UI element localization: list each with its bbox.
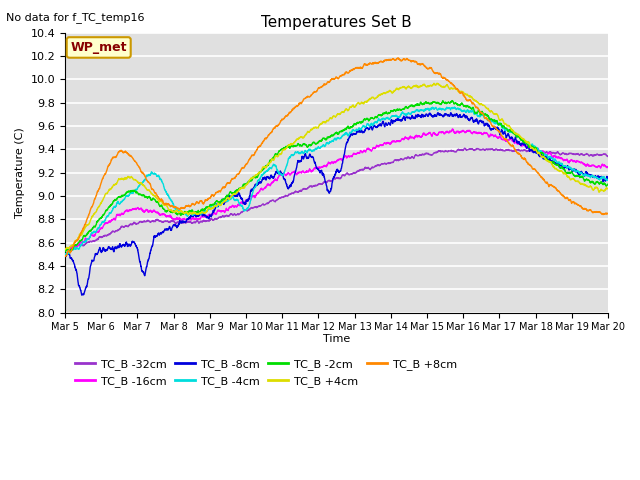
Line: TC_B -4cm: TC_B -4cm <box>65 107 608 255</box>
TC_B +4cm <box>269 156 277 162</box>
TC_B +8cm <box>124 150 131 156</box>
TC_B +4cm <box>293 136 301 142</box>
TC_B +8cm <box>293 103 301 109</box>
TC_B -16cm <box>604 164 612 170</box>
TC_B +8cm <box>61 253 69 259</box>
TC_B -32cm <box>461 145 468 151</box>
Line: TC_B -8cm: TC_B -8cm <box>65 113 608 295</box>
TC_B -2cm <box>604 181 612 187</box>
Line: TC_B +8cm: TC_B +8cm <box>65 58 608 256</box>
TC_B -32cm <box>594 152 602 157</box>
TC_B -8cm <box>594 173 602 179</box>
TC_B -2cm <box>124 190 131 195</box>
TC_B -8cm <box>269 175 277 180</box>
TC_B -2cm <box>269 155 277 160</box>
TC_B -2cm <box>156 203 163 208</box>
TC_B -4cm <box>604 177 612 182</box>
TC_B -8cm <box>604 175 612 180</box>
TC_B +4cm <box>156 199 163 204</box>
TC_B -2cm <box>536 150 543 156</box>
TC_B -16cm <box>124 207 131 213</box>
TC_B -8cm <box>124 241 131 247</box>
TC_B +4cm <box>594 185 602 191</box>
TC_B +8cm <box>61 253 69 259</box>
TC_B -32cm <box>269 197 277 203</box>
TC_B -8cm <box>78 292 86 298</box>
TC_B -8cm <box>293 162 301 168</box>
Text: No data for f_TC_temp16: No data for f_TC_temp16 <box>6 12 145 23</box>
TC_B -4cm <box>451 104 458 110</box>
TC_B -2cm <box>449 98 456 104</box>
TC_B -32cm <box>293 189 301 195</box>
TC_B -4cm <box>536 148 543 154</box>
TC_B -4cm <box>124 193 131 199</box>
TC_B -4cm <box>594 176 602 181</box>
TC_B -2cm <box>65 249 73 255</box>
TC_B -2cm <box>594 179 602 185</box>
TC_B -4cm <box>293 150 301 156</box>
TC_B -32cm <box>536 150 543 156</box>
TC_B +4cm <box>123 176 131 181</box>
Title: Temperatures Set B: Temperatures Set B <box>261 15 412 30</box>
TC_B +8cm <box>394 55 402 61</box>
TC_B -16cm <box>269 179 277 185</box>
Line: TC_B +4cm: TC_B +4cm <box>65 84 608 250</box>
TC_B -4cm <box>63 252 70 258</box>
TC_B -8cm <box>536 154 543 159</box>
TC_B -16cm <box>156 212 163 217</box>
TC_B -8cm <box>447 110 454 116</box>
TC_B -16cm <box>293 171 301 177</box>
TC_B +8cm <box>269 126 277 132</box>
TC_B -8cm <box>156 232 163 238</box>
TC_B +4cm <box>604 186 612 192</box>
TC_B -32cm <box>156 218 163 224</box>
TC_B -16cm <box>536 148 543 154</box>
TC_B -4cm <box>156 174 163 180</box>
Y-axis label: Temperature (C): Temperature (C) <box>15 127 25 218</box>
TC_B -16cm <box>65 247 73 253</box>
TC_B +8cm <box>604 211 612 216</box>
Line: TC_B -16cm: TC_B -16cm <box>65 129 608 250</box>
TC_B +8cm <box>594 209 602 215</box>
TC_B -16cm <box>594 164 602 170</box>
TC_B +4cm <box>535 150 543 156</box>
Text: WP_met: WP_met <box>70 41 127 54</box>
TC_B +4cm <box>433 81 441 86</box>
TC_B -2cm <box>61 249 69 254</box>
TC_B -4cm <box>269 161 277 167</box>
TC_B +8cm <box>536 172 543 178</box>
TC_B -4cm <box>61 251 69 257</box>
TC_B +8cm <box>156 196 163 202</box>
Legend: TC_B -32cm, TC_B -16cm, TC_B -8cm, TC_B -4cm, TC_B -2cm, TC_B +4cm, TC_B +8cm: TC_B -32cm, TC_B -16cm, TC_B -8cm, TC_B … <box>70 355 461 391</box>
TC_B +4cm <box>61 247 69 252</box>
TC_B -16cm <box>449 126 456 132</box>
Line: TC_B -32cm: TC_B -32cm <box>65 148 608 250</box>
TC_B -32cm <box>61 246 69 252</box>
TC_B -32cm <box>63 247 70 252</box>
TC_B -32cm <box>604 154 612 159</box>
TC_B -16cm <box>61 246 69 252</box>
Line: TC_B -2cm: TC_B -2cm <box>65 101 608 252</box>
TC_B -32cm <box>124 223 131 229</box>
TC_B -8cm <box>61 252 69 258</box>
TC_B -2cm <box>293 143 301 148</box>
X-axis label: Time: Time <box>323 334 350 344</box>
